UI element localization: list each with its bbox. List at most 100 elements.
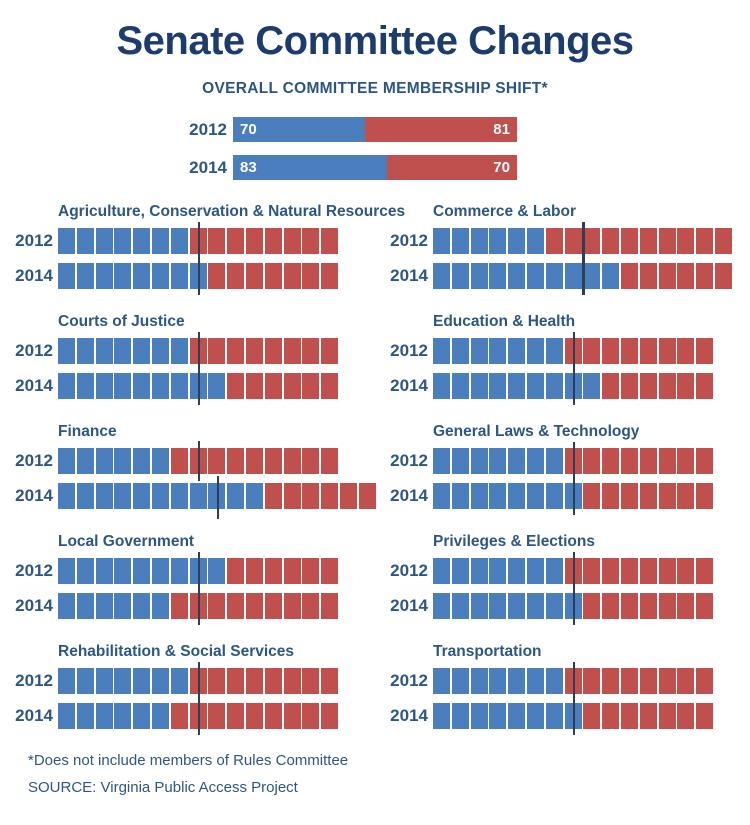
committee-year-row: 2014 (0, 373, 375, 399)
year-label: 2014 (189, 157, 227, 177)
member-square-rep (321, 703, 339, 729)
member-square-dem (433, 338, 450, 364)
member-square-dem (95, 338, 113, 364)
member-square-rep (602, 703, 620, 729)
member-square-rep (302, 228, 320, 254)
member-square-rep (658, 593, 676, 619)
member-square-rep (583, 448, 601, 474)
member-square-dem (583, 263, 601, 289)
member-square-rep (620, 593, 638, 619)
member-square-rep (677, 668, 695, 694)
member-square-dem (151, 448, 169, 474)
committee-title: Privileges & Elections (433, 533, 595, 550)
member-square-rep (245, 373, 263, 399)
member-square-dem (189, 483, 207, 509)
member-square-rep (602, 558, 620, 584)
year-label: 2014 (15, 486, 53, 505)
member-square-dem (208, 558, 226, 584)
year-label: 2014 (390, 266, 428, 285)
member-square-dem (133, 373, 151, 399)
member-square-rep (321, 483, 339, 509)
member-square-dem (208, 373, 226, 399)
member-square-rep (227, 448, 245, 474)
member-square-dem (95, 373, 113, 399)
member-square-dem (114, 668, 132, 694)
member-square-rep (714, 228, 732, 254)
member-square-rep (283, 263, 301, 289)
member-square-rep (696, 263, 714, 289)
committee-block: Commerce & Labor 2012 2014 (375, 202, 750, 298)
member-square-rep (602, 228, 620, 254)
member-square-rep (658, 448, 676, 474)
committee-title: Education & Health (433, 313, 576, 330)
year-label: 2014 (390, 706, 428, 725)
member-square-dem (433, 593, 450, 619)
midpoint-marker (572, 552, 576, 625)
member-square-dem (95, 558, 113, 584)
year-label: 2012 (390, 231, 428, 250)
committee-year-row: 2012 (0, 558, 375, 584)
member-square-rep (602, 338, 620, 364)
member-square-dem (133, 593, 151, 619)
member-square-rep (639, 263, 657, 289)
committee-block: Local Government 2012 2014 (0, 532, 375, 628)
member-square-dem (151, 263, 169, 289)
member-square-rep (714, 263, 732, 289)
member-square-dem (433, 373, 450, 399)
member-squares (58, 263, 340, 289)
member-square-rep (583, 338, 601, 364)
member-square-dem (76, 448, 94, 474)
page-title: Senate Committee Changes (116, 19, 634, 63)
member-square-dem (76, 263, 94, 289)
member-square-dem (489, 483, 507, 509)
member-square-dem (489, 448, 507, 474)
year-label: 2012 (15, 671, 53, 690)
member-square-dem (508, 483, 526, 509)
member-square-rep (283, 448, 301, 474)
committee-block: Rehabilitation & Social Services 2012 2014 (0, 642, 375, 738)
member-square-dem (58, 338, 75, 364)
member-square-rep (620, 373, 638, 399)
member-square-dem (76, 703, 94, 729)
committee-year-row: 2014 (0, 703, 375, 729)
member-squares (58, 593, 340, 619)
member-square-rep (208, 448, 226, 474)
member-square-dem (451, 373, 469, 399)
member-square-dem (545, 668, 563, 694)
member-square-dem (508, 228, 526, 254)
member-square-dem (95, 668, 113, 694)
member-square-rep (321, 668, 339, 694)
member-square-dem (489, 263, 507, 289)
year-label: 2012 (390, 451, 428, 470)
member-square-rep (620, 483, 638, 509)
member-square-rep (620, 668, 638, 694)
member-square-dem (76, 593, 94, 619)
member-squares (58, 483, 378, 509)
member-square-dem (170, 263, 188, 289)
member-square-rep (696, 228, 714, 254)
year-label: 2012 (15, 341, 53, 360)
member-square-dem (545, 703, 563, 729)
member-square-dem (227, 483, 245, 509)
member-square-dem (170, 338, 188, 364)
member-square-dem (508, 373, 526, 399)
member-square-rep (245, 448, 263, 474)
member-square-rep (283, 668, 301, 694)
member-square-rep (620, 448, 638, 474)
member-squares (58, 668, 340, 694)
year-label: 2012 (15, 231, 53, 250)
member-square-rep (696, 373, 714, 399)
member-square-dem (151, 483, 169, 509)
member-squares (433, 668, 715, 694)
member-square-rep (696, 558, 714, 584)
member-square-rep (658, 668, 676, 694)
member-square-dem (133, 448, 151, 474)
committee-year-row: 2014 (375, 263, 750, 289)
member-square-dem (151, 338, 169, 364)
member-square-dem (58, 228, 75, 254)
midpoint-marker (197, 332, 201, 405)
member-square-rep (639, 703, 657, 729)
member-square-dem (526, 448, 544, 474)
member-square-dem (470, 373, 488, 399)
member-square-dem (114, 593, 132, 619)
